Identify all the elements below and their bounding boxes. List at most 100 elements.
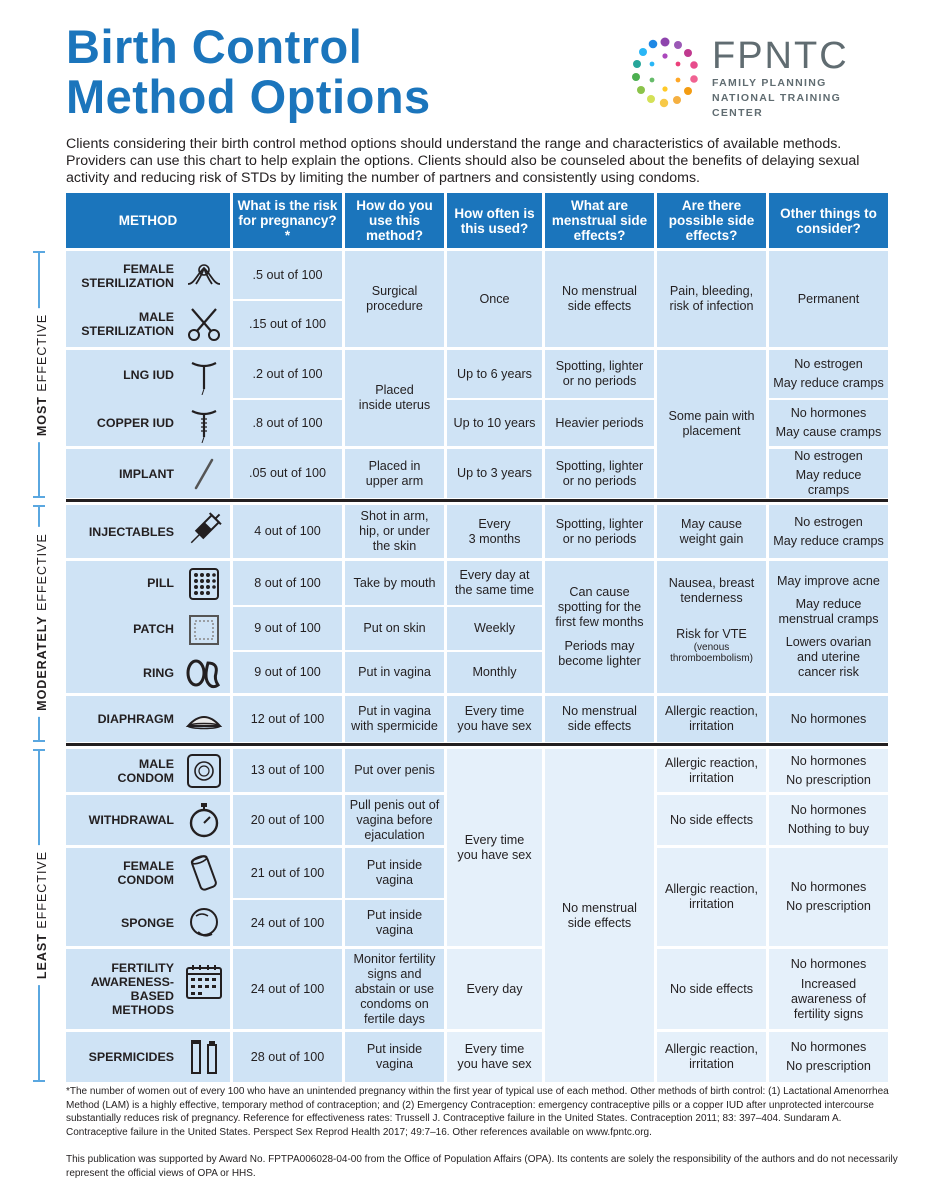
method-spermicides: SPERMICIDES <box>88 1050 174 1064</box>
page-title: Birth Control Method Options <box>66 22 431 122</box>
bracket-tick <box>33 1080 45 1082</box>
side-effects-hormonal: Nausea, breast tenderness Risk for VTE (… <box>657 561 766 693</box>
risk-spermicides: 28 out of 100 <box>233 1032 342 1082</box>
method-implant: IMPLANT <box>118 466 174 481</box>
other-sterilization: Permanent <box>769 251 888 347</box>
calendar-icon <box>186 965 222 999</box>
table-header: METHOD What is the risk for pregnancy?* … <box>66 193 888 248</box>
risk-copper-iud: .8 out of 100 <box>233 400 342 446</box>
often-pill: Every day at the same time <box>447 561 542 605</box>
copper-iud-icon <box>191 410 217 443</box>
other-spermicides: No hormones No prescription <box>769 1032 888 1082</box>
other-lng-iud: No estrogen May reduce cramps <box>769 350 888 398</box>
syringe-icon <box>190 512 222 544</box>
menstrual-lng-iud: Spotting, lighter or no periods <box>545 350 654 398</box>
risk-patch: 9 out of 100 <box>233 607 342 650</box>
logo-subtitle-2: NATIONAL TRAINING CENTER <box>712 92 842 119</box>
method-group-male-condom <box>66 749 230 792</box>
use-ring: Put in vagina <box>345 652 444 693</box>
side-effects-male-condom: Allergic reaction, irritation <box>657 749 766 792</box>
menstrual-hormonal: Can cause spotting for the first few mon… <box>545 561 654 693</box>
use-patch: Put on skin <box>345 607 444 650</box>
use-fertility-awareness: Monitor fertility signs and abstain or u… <box>345 949 444 1029</box>
side-effects-iud-implant: Some pain with placement <box>657 350 766 498</box>
often-diaphragm: Every time you have sex <box>447 696 542 742</box>
risk-ring: 9 out of 100 <box>233 652 342 693</box>
method-sponge: SPONGE <box>120 916 174 930</box>
risk-diaphragm: 12 out of 100 <box>233 696 342 742</box>
menstrual-sterilization: No menstrual side effects <box>545 251 654 347</box>
other-hormonal-b: May reduce menstrual cramps <box>778 597 879 626</box>
risk-withdrawal: 20 out of 100 <box>233 795 342 845</box>
often-patch: Weekly <box>447 607 542 650</box>
risk-sponge: 24 out of 100 <box>233 900 342 946</box>
bracket-tick <box>33 740 45 742</box>
method-group-fam <box>66 949 230 1029</box>
sponge-icon <box>190 908 218 937</box>
side-effects-withdrawal: No side effects <box>657 795 766 845</box>
often-lng-iud: Up to 6 years <box>447 350 542 398</box>
other-inject-b: May reduce cramps <box>773 533 884 548</box>
other-withdrawal-a: No hormones <box>790 803 867 817</box>
label-moderately-effective: MODERATELY EFFECTIVE <box>35 527 49 717</box>
menstrual-hormonal-b: Periods may become lighter <box>558 639 641 668</box>
risk-female-sterilization: .5 out of 100 <box>233 251 342 299</box>
header-use: How do you use this method? <box>345 193 444 248</box>
often-every-time-sex: Every time you have sex <box>447 749 542 946</box>
risk-male-condom: 13 out of 100 <box>233 749 342 792</box>
often-every-day: Every day <box>447 949 542 1029</box>
use-male-condom: Put over penis <box>345 749 444 792</box>
other-implant-b: May reduce cramps <box>795 468 862 497</box>
often-copper-iud: Up to 10 years <box>447 400 542 446</box>
use-surgical: Surgical procedure <box>345 251 444 347</box>
label-least-effective: LEAST EFFECTIVE <box>35 844 49 986</box>
iud-icon <box>191 362 217 395</box>
patch-icon <box>189 615 219 645</box>
ring-icon <box>186 659 221 689</box>
other-condom-a: No hormones <box>790 753 867 768</box>
intro-paragraph: Clients considering their birth control … <box>66 136 860 186</box>
title-line-1: Birth Control <box>66 20 363 73</box>
fpntc-logo: FPNTC FAMILY PLANNING NATIONAL TRAINING … <box>626 34 886 119</box>
use-spermicides: Put inside vagina <box>345 1032 444 1082</box>
label-most-effective: MOST EFFECTIVE <box>35 307 49 443</box>
often-ring: Monthly <box>447 652 542 693</box>
other-copper-b: May cause cramps <box>775 425 882 439</box>
side-effects-sterilization: Pain, bleeding, risk of infection <box>657 251 766 347</box>
female-condom-icon <box>190 855 217 891</box>
header-risk: What is the risk for pregnancy?* <box>233 193 342 248</box>
method-male-sterilization: MALE STERILIZATION <box>81 310 174 338</box>
logo-subtitle-1: FAMILY PLANNING <box>712 77 827 89</box>
method-group-sterilization <box>66 251 230 347</box>
other-implant-a: No estrogen <box>794 449 863 463</box>
menstrual-hormonal-a: Can cause spotting for the first few mon… <box>555 585 644 629</box>
support-statement: This publication was supported by Award … <box>66 1154 898 1179</box>
menstrual-copper-iud: Heavier periods <box>545 400 654 446</box>
method-female-sterilization: FEMALE STERILIZATION <box>81 262 174 290</box>
use-female-condom: Put inside vagina <box>345 848 444 898</box>
section-divider-moderate-least <box>66 743 888 746</box>
use-diaphragm: Put in vagina with spermicide <box>345 696 444 742</box>
other-condom-b: No prescription <box>786 772 871 787</box>
other-fc-b: No prescription <box>786 899 871 913</box>
method-group-implant <box>66 449 230 498</box>
side-effects-diaphragm: Allergic reaction, irritation <box>657 696 766 742</box>
other-sperm-a: No hormones <box>790 1040 867 1054</box>
menstrual-diaphragm: No menstrual side effects <box>545 696 654 742</box>
method-diaphragm: DIAPHRAGM <box>97 712 174 726</box>
other-fam-a: No hormones <box>790 956 867 971</box>
use-withdrawal: Pull penis out of vagina before ejaculat… <box>345 795 444 845</box>
header-method: METHOD <box>66 193 230 248</box>
other-lng-a: No estrogen <box>794 357 863 371</box>
title-line-2: Method Options <box>66 70 431 123</box>
scissors-icon <box>188 308 220 341</box>
condom-icon <box>187 754 221 788</box>
side-effects-vte-note: (venous thromboembolism) <box>670 641 753 664</box>
spermicide-tube-icon <box>191 1040 217 1074</box>
header-often: How often is this used? <box>447 193 542 248</box>
menstrual-injectables: Spotting, lighter or no periods <box>545 505 654 558</box>
other-diaphragm: No hormones <box>769 696 888 742</box>
method-withdrawal: WITHDRAWAL <box>88 813 174 827</box>
header-menstrual: What are menstrual side effects? <box>545 193 654 248</box>
risk-pill: 8 out of 100 <box>233 561 342 605</box>
